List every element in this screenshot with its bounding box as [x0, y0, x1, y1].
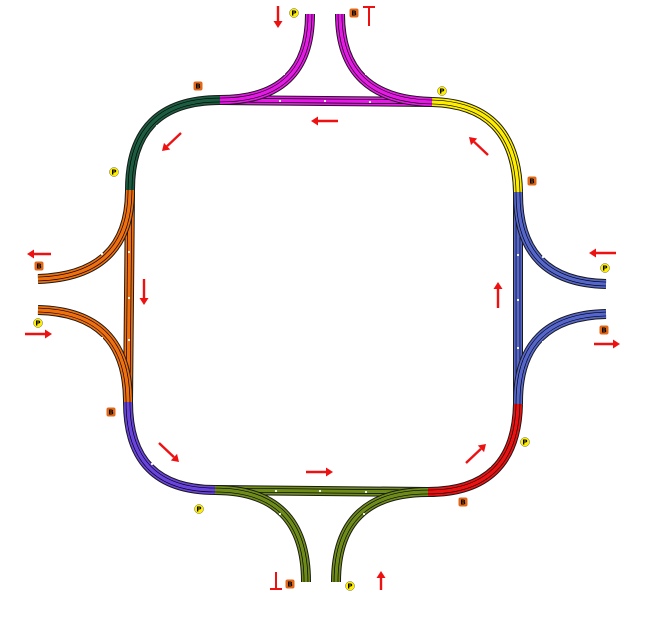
arrow-bottom-left-curve — [158, 442, 179, 462]
platform-marker-left-upper: P — [109, 167, 119, 177]
platform-marker-label: P — [291, 10, 296, 18]
block-marker-left-top-branch: B — [34, 261, 44, 271]
platform-marker-top-left-branch: P — [289, 8, 299, 18]
block-marker-label: B — [195, 83, 200, 91]
platform-marker-label: P — [35, 320, 40, 328]
arrow-top-left-curve — [162, 132, 182, 151]
block-marker-label: B — [108, 409, 113, 417]
top-left-curve — [125, 95, 221, 191]
arrow-left-top-branch — [27, 249, 51, 259]
top-right-curve — [431, 97, 523, 193]
block-marker-bottom-left-branch: B — [285, 579, 295, 589]
bottom-branch-left — [214, 485, 311, 583]
left-branch-top — [37, 191, 135, 284]
bottom-left-curve — [123, 401, 216, 495]
track-layer — [37, 13, 607, 583]
block-marker-bottom-right: B — [458, 497, 468, 507]
platform-marker-bottom-right-branch: P — [345, 581, 355, 591]
block-marker-label: B — [351, 10, 356, 18]
marker-layer: P B B P P B B P P B B P B P B P — [33, 8, 610, 591]
right-branch-top — [513, 193, 607, 289]
block-marker-top-right-branch: B — [349, 8, 359, 18]
bottom-branch-right — [331, 487, 429, 583]
platform-marker-right-top-branch: P — [600, 263, 610, 273]
top-branch-left — [219, 13, 315, 105]
platform-marker-label: P — [602, 265, 607, 273]
bottom-right-curve — [427, 403, 523, 497]
block-marker-right-upper: B — [527, 176, 537, 186]
arrow-layer — [25, 6, 620, 590]
end-stop-top-right — [363, 6, 375, 26]
platform-marker-label: P — [111, 169, 116, 177]
arrow-bottom-right-curve — [465, 444, 486, 464]
platform-marker-left-bottom-branch: P — [33, 318, 43, 328]
block-marker-right-bottom-branch: B — [599, 325, 609, 335]
arrow-bottom-straight — [306, 467, 333, 477]
arrow-right-bottom-branch — [594, 339, 620, 349]
arrow-left-straight — [139, 279, 149, 305]
platform-marker-right-lower: P — [520, 437, 530, 447]
platform-marker-top-right: P — [437, 86, 447, 96]
block-marker-label: B — [287, 581, 292, 589]
platform-marker-bottom-left: P — [194, 504, 204, 514]
platform-marker-label: P — [439, 88, 444, 96]
block-marker-label: B — [529, 178, 534, 186]
arrow-left-bottom-branch — [25, 329, 52, 339]
block-marker-label: B — [601, 327, 606, 335]
block-marker-left-lower: B — [106, 407, 116, 417]
arrow-top-left-entry — [273, 6, 283, 28]
arrow-top-straight — [311, 116, 338, 126]
block-marker-top-left-curve: B — [193, 81, 203, 91]
arrow-right-top-branch — [589, 248, 616, 258]
left-branch-bottom — [37, 305, 133, 401]
platform-marker-label: P — [522, 439, 527, 447]
platform-marker-label: P — [347, 583, 352, 591]
top-branch-right — [335, 13, 433, 107]
arrow-top-right-curve — [469, 137, 489, 156]
arrow-right-straight — [493, 282, 503, 308]
end-stop-bottom-left — [270, 572, 282, 590]
block-marker-label: B — [36, 263, 41, 271]
arrow-bottom-right-branch — [376, 571, 386, 590]
block-marker-label: B — [460, 499, 465, 507]
platform-marker-label: P — [196, 506, 201, 514]
right-branch-bottom — [513, 309, 607, 403]
